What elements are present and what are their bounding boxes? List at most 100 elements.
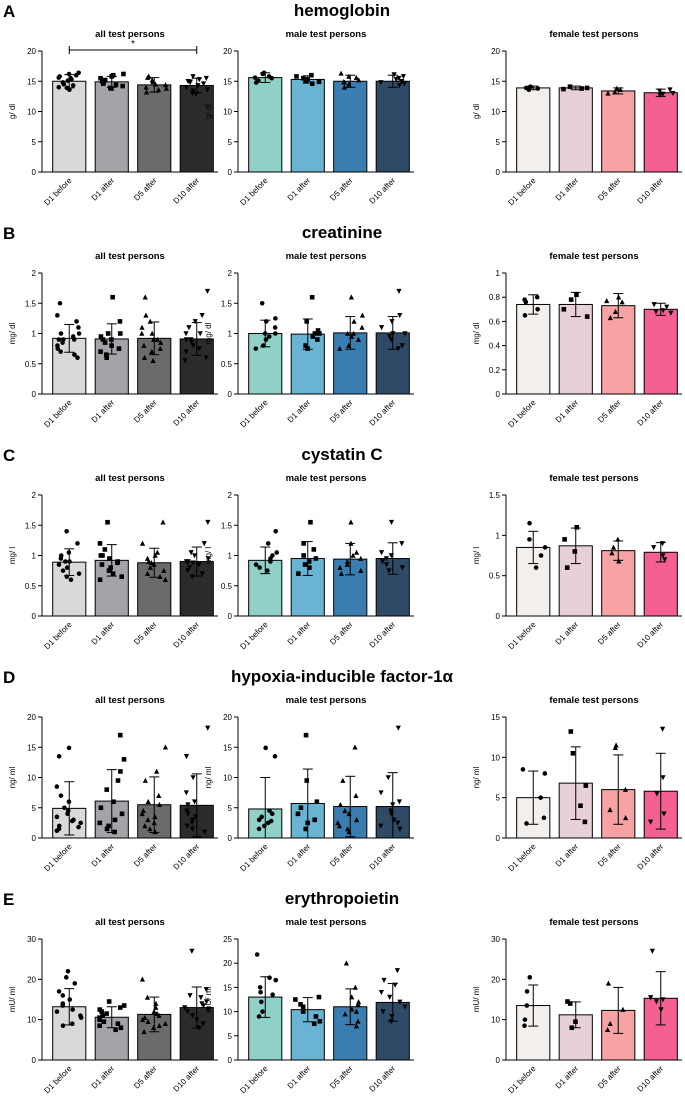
data-point: [538, 795, 543, 800]
data-point: [355, 999, 362, 1005]
data-point: [98, 805, 104, 811]
data-point: [304, 778, 310, 783]
data-point: [60, 993, 66, 998]
data-point: [258, 989, 263, 995]
error-bar: [570, 1001, 581, 1029]
data-point: [145, 1018, 151, 1024]
data-point: [76, 331, 82, 336]
data-point: [604, 1026, 611, 1033]
panel-male: male test persons 0 5 10 15 20 g/ dl D1 before D…: [204, 29, 414, 207]
y-tick-label: 1.5: [221, 299, 233, 308]
data-point: [143, 312, 149, 318]
data-point: [104, 1011, 109, 1016]
data-point: [353, 74, 359, 80]
error-bar: [655, 542, 666, 563]
panel-title: all test persons: [95, 29, 165, 40]
error-bar: [387, 983, 398, 1022]
data-point: [660, 775, 666, 781]
data-point: [359, 312, 366, 318]
error-bar: [613, 540, 624, 561]
data-point: [534, 294, 540, 300]
panel-title: all test persons: [95, 917, 165, 928]
data-point: [298, 805, 304, 811]
data-point: [187, 993, 193, 999]
x-tick-label: D1 after: [286, 398, 313, 425]
data-point: [100, 553, 105, 558]
data-point: [561, 307, 567, 312]
data-point: [584, 85, 590, 91]
data-point: [612, 308, 619, 315]
data-point: [300, 1004, 306, 1010]
data-point: [117, 331, 123, 336]
data-point: [189, 817, 196, 823]
data-point: [141, 1028, 147, 1035]
y-tick-label: 0: [32, 168, 37, 177]
data-point: [63, 559, 68, 564]
y-tick-label: 0.4: [489, 342, 501, 351]
data-point: [76, 824, 81, 830]
data-point: [312, 331, 318, 336]
data-point: [647, 819, 654, 825]
data-point: [578, 803, 583, 809]
data-point: [107, 556, 112, 561]
data-point: [190, 560, 196, 566]
data-point: [273, 316, 278, 321]
row-title: cystatin C: [301, 445, 382, 464]
data-point: [383, 562, 390, 568]
data-point: [342, 807, 348, 814]
data-point: [205, 556, 211, 562]
data-point: [55, 346, 61, 351]
data-point: [302, 562, 308, 567]
data-point: [535, 307, 540, 312]
data-point: [657, 92, 663, 98]
data-point: [257, 985, 263, 990]
data-point: [607, 1020, 613, 1026]
row-letter: D: [3, 668, 15, 687]
data-point: [564, 565, 570, 570]
y-tick-label: 10: [27, 774, 36, 783]
data-point: [203, 355, 209, 361]
data-point: [196, 346, 202, 352]
y-tick-label: 20: [491, 47, 500, 56]
data-point: [72, 981, 78, 986]
data-point: [309, 81, 315, 86]
data-point: [651, 545, 657, 551]
bar: [643, 92, 678, 173]
data-point: [317, 331, 322, 336]
error-bar: [64, 548, 75, 576]
y-tick-label: 0: [228, 612, 233, 621]
data-point: [653, 999, 660, 1005]
x-tick-label: D1 after: [90, 620, 117, 647]
x-tick-label: D5 after: [132, 176, 159, 203]
y-tick-label: 15: [27, 743, 36, 752]
y-axis-label: g/ dl: [472, 104, 481, 119]
row-title: erythropoietin: [285, 889, 399, 908]
data-point: [609, 550, 615, 556]
bar: [558, 87, 593, 173]
data-point: [189, 820, 195, 826]
data-point: [351, 318, 357, 324]
data-point: [190, 88, 196, 94]
error-bar: [302, 997, 313, 1023]
data-point: [266, 334, 272, 339]
data-point: [72, 352, 77, 357]
bar: [558, 303, 593, 395]
data-point: [605, 980, 612, 986]
panel-title: male test persons: [286, 917, 367, 928]
x-tick-label: D5 after: [328, 1064, 355, 1091]
data-point: [522, 1017, 528, 1022]
data-point: [56, 337, 62, 342]
y-tick-label: 20: [223, 959, 232, 968]
x-tick-label: D5 after: [596, 842, 623, 869]
panel-title: male test persons: [286, 695, 367, 706]
panel-title: female test persons: [549, 251, 638, 262]
data-point: [393, 77, 399, 83]
data-point: [205, 725, 211, 731]
data-point: [527, 975, 533, 980]
data-point: [538, 553, 544, 558]
data-point: [358, 567, 364, 573]
data-point: [121, 71, 126, 77]
data-point: [104, 826, 110, 832]
error-bar: [149, 547, 160, 578]
